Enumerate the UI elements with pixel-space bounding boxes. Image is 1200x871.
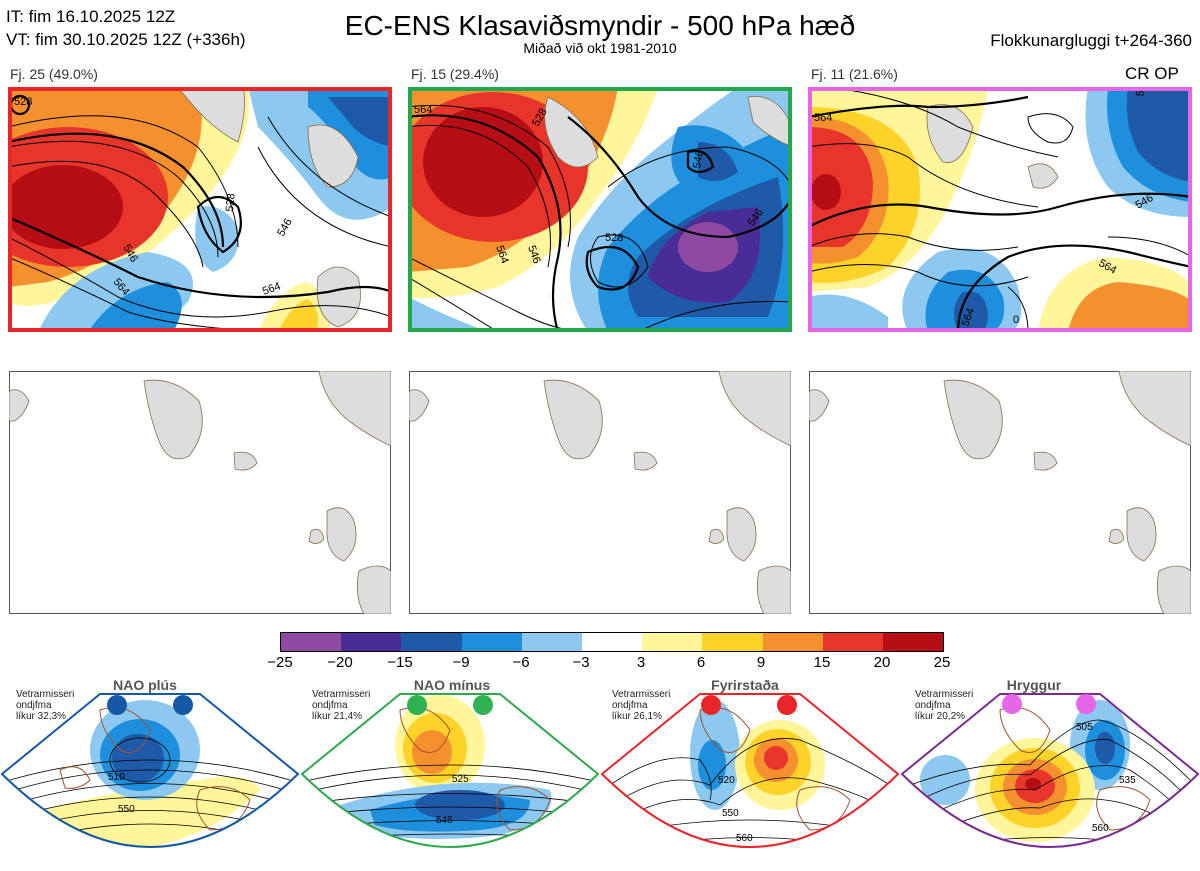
contour-label: 528 bbox=[605, 232, 623, 244]
cluster-3-map: 564 546 564 546 0 564 bbox=[808, 87, 1192, 332]
regime-1-dot bbox=[107, 695, 127, 715]
contour-label: 564 bbox=[261, 280, 282, 298]
regime-contour-label: 560 bbox=[1092, 823, 1109, 834]
regime-contour-label: 565 bbox=[447, 850, 464, 861]
colorbar-tick: 25 bbox=[933, 654, 951, 671]
regime-4-border bbox=[900, 693, 1200, 848]
empty-map-3 bbox=[809, 371, 1191, 614]
colorbar bbox=[280, 632, 944, 652]
regime-contour-label: 560 bbox=[736, 833, 753, 844]
colorbar-tick: −25 bbox=[267, 654, 293, 671]
regime-contour-label: 550 bbox=[722, 808, 739, 819]
contour-label: 528 bbox=[14, 96, 32, 108]
regime-2-dot bbox=[407, 695, 427, 715]
colorbar-tick: 15 bbox=[813, 654, 831, 671]
colorbar-tick: −9 bbox=[452, 654, 470, 671]
colorbar-swatch bbox=[581, 633, 643, 651]
regime-2-border bbox=[300, 693, 600, 848]
regime-3-map: 520 550 560 bbox=[600, 693, 900, 848]
init-time: IT: fim 16.10.2025 12Z bbox=[6, 7, 176, 26]
empty-map-1 bbox=[9, 371, 391, 614]
colorbar-swatch bbox=[882, 633, 944, 651]
regime-3-title: Fyrirstaða bbox=[711, 677, 779, 693]
regime-contour-label: 505 bbox=[1076, 722, 1093, 733]
colorbar-tick: 9 bbox=[756, 654, 766, 671]
regime-contour-label: 545 bbox=[436, 815, 453, 826]
contour-label: 528 bbox=[224, 193, 238, 212]
colorbar-swatch bbox=[642, 633, 703, 651]
contour-label: 546 bbox=[1134, 87, 1149, 98]
colorbar-tick: 20 bbox=[873, 654, 891, 671]
contour-label: 564 bbox=[960, 307, 978, 328]
regime-4-map: 505 535 560 bbox=[900, 693, 1200, 848]
colorbar-tick: −20 bbox=[327, 654, 353, 671]
page-title: EC-ENS Klasaviðsmyndir - 500 hPa hæð bbox=[344, 10, 856, 41]
corner-tag: CR OP bbox=[1125, 64, 1179, 83]
regime-2-info: Vetrarmisseri ondjfma líkur 21,4% bbox=[312, 689, 371, 722]
contour-label: 564 bbox=[814, 112, 832, 124]
regime-3-dot bbox=[701, 695, 721, 715]
regime-4-info: Vetrarmisseri ondjfma líkur 20,2% bbox=[915, 689, 974, 722]
regime-contour-label: 535 bbox=[1119, 775, 1136, 786]
cluster-3-border bbox=[808, 87, 1192, 332]
colorbar-tick: 3 bbox=[636, 654, 646, 671]
colorbar-swatch bbox=[521, 633, 582, 651]
colorbar-tick: −3 bbox=[572, 654, 590, 671]
contour-label: 564 bbox=[414, 104, 432, 116]
valid-time: VT: fim 30.10.2025 12Z (+336h) bbox=[6, 30, 246, 49]
colorbar-swatch bbox=[401, 633, 462, 651]
regime-1-map: 510 550 bbox=[0, 693, 300, 848]
colorbar-swatch bbox=[822, 633, 883, 651]
contour-label: 546 bbox=[691, 149, 706, 169]
regime-1-title: NAO plús bbox=[113, 677, 177, 693]
classification-window: Flokkunargluggi t+264-360 bbox=[990, 31, 1192, 50]
cluster-3-label: Fj. 11 (21.6%) bbox=[811, 66, 898, 82]
contour-label: 546 bbox=[525, 244, 543, 265]
cluster-1-label: Fj. 25 (49.0%) bbox=[10, 66, 98, 82]
regime-1-dot bbox=[173, 695, 193, 715]
regime-contour-label: 525 bbox=[452, 774, 469, 785]
colorbar-swatch bbox=[341, 633, 402, 651]
empty-map-2 bbox=[409, 371, 791, 614]
colorbar-tick: −15 bbox=[387, 654, 413, 671]
cluster-1-border bbox=[8, 87, 392, 332]
regime-4-dot bbox=[1002, 694, 1022, 714]
regime-2-dot bbox=[473, 695, 493, 715]
regime-1-border bbox=[0, 693, 300, 848]
contour-label: 0 bbox=[1013, 314, 1019, 326]
regime-contour-label: 520 bbox=[718, 775, 735, 786]
colorbar-swatch bbox=[461, 633, 522, 651]
colorbar-swatch bbox=[281, 633, 342, 651]
colorbar-tick: −6 bbox=[512, 654, 530, 671]
cluster-1-map: 528 546 564 546 564 528 bbox=[8, 87, 392, 332]
regime-2-map: 525 545 565 bbox=[300, 693, 600, 861]
cluster-2-map: 564 546 528 528 546 564 546 bbox=[408, 87, 792, 332]
cluster-2-label: Fj. 15 (29.4%) bbox=[411, 66, 499, 82]
cluster-2-border bbox=[408, 87, 792, 332]
regime-1-info: Vetrarmisseri ondjfma líkur 32,3% bbox=[16, 689, 75, 722]
page-subtitle: Miðað við okt 1981-2010 bbox=[523, 40, 677, 56]
regime-3-border bbox=[600, 693, 900, 848]
colorbar-swatch bbox=[702, 633, 763, 651]
colorbar-swatch bbox=[762, 633, 823, 651]
regime-3-info: Vetrarmisseri ondjfma líkur 26,1% bbox=[612, 689, 671, 722]
regime-4-title: Hryggur bbox=[1006, 677, 1062, 693]
contour-label: 564 bbox=[493, 244, 511, 265]
regime-contour-label: 550 bbox=[118, 804, 135, 815]
regime-4-dot bbox=[1076, 694, 1096, 714]
colorbar-tick: 6 bbox=[696, 654, 706, 671]
regime-contour-label: 510 bbox=[108, 772, 125, 783]
regime-2-title: NAO mínus bbox=[413, 677, 491, 693]
regime-3-dot bbox=[777, 695, 797, 715]
